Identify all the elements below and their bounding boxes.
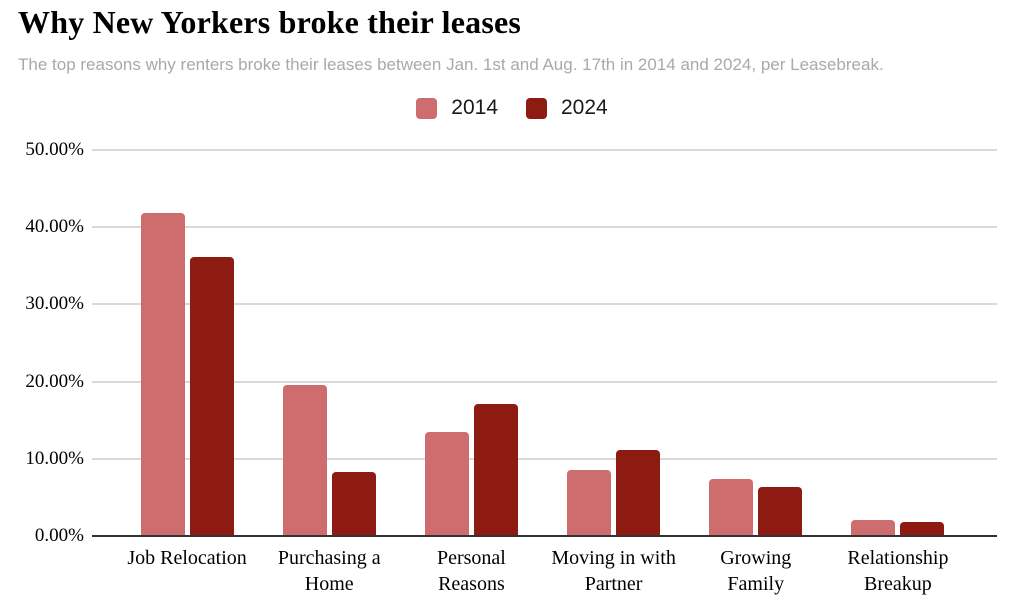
bar-2014	[709, 478, 754, 536]
category-label: Moving in with Partner	[551, 547, 676, 595]
y-tick-label: 10.00%	[25, 447, 84, 469]
x-label-column: Moving in with Partner	[543, 545, 685, 597]
bar-group	[258, 150, 400, 536]
x-axis-line	[92, 535, 997, 537]
bar-2014	[424, 431, 469, 536]
y-tick-label: 40.00%	[25, 216, 84, 238]
legend-label-2014: 2014	[451, 96, 498, 119]
x-label-column: Personal Reasons	[400, 545, 542, 597]
bar-2024	[331, 471, 376, 536]
bar-2024	[473, 404, 518, 536]
bar-2024	[616, 449, 661, 536]
category-label: Job Relocation	[127, 547, 247, 569]
bar-2014	[282, 384, 327, 536]
category-label: Growing Family	[720, 547, 792, 595]
category-label: Relationship Breakup	[847, 547, 949, 595]
x-label-column: Relationship Breakup	[827, 545, 969, 597]
gridline	[92, 457, 997, 460]
bar-2014	[140, 213, 185, 536]
x-label-column: Growing Family	[685, 545, 827, 597]
x-label-column: Job Relocation	[116, 545, 258, 597]
x-label-column: Purchasing a Home	[258, 545, 400, 597]
y-tick-label: 50.00%	[25, 139, 84, 160]
y-tick-label: 30.00%	[25, 293, 84, 315]
bar-2014	[851, 519, 896, 536]
page-title: Why New Yorkers broke their leases	[18, 4, 522, 40]
bar-2024	[189, 256, 234, 536]
category-label: Personal Reasons	[436, 547, 506, 595]
bar-group	[685, 150, 827, 536]
bar-group	[400, 150, 542, 536]
x-axis-labels: Job Relocation Purchasing a Home Personal …	[116, 545, 969, 597]
gridline	[92, 380, 997, 383]
legend-item-2014: 2014	[416, 96, 498, 120]
legend-swatch-2024	[526, 97, 547, 119]
bar-group	[827, 150, 969, 536]
legend-label-2024: 2024	[561, 96, 608, 119]
bar-group	[116, 150, 258, 536]
bar-2024	[900, 522, 945, 536]
plot-area	[116, 150, 969, 536]
bar-group	[543, 150, 685, 536]
y-tick-label: 20.00%	[25, 370, 84, 392]
bar-2024	[758, 487, 803, 536]
page-subtitle: The top reasons why renters broke their …	[18, 55, 884, 74]
gridline	[92, 226, 997, 229]
legend-swatch-2014	[416, 97, 438, 119]
y-tick-label: 0.00%	[34, 525, 84, 546]
legend-item-2024: 2024	[526, 96, 608, 120]
gridline	[92, 303, 997, 306]
bar-2014	[567, 470, 612, 536]
category-label: Purchasing a Home	[277, 547, 381, 595]
gridline	[92, 149, 997, 151]
chart-legend: 2014 2024	[0, 95, 1024, 121]
